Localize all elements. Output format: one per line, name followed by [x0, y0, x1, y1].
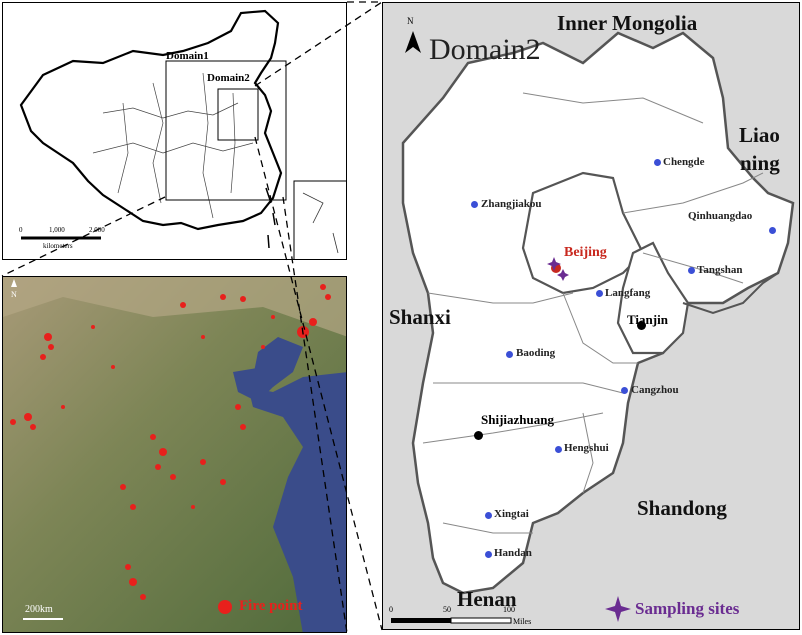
satellite-image	[3, 277, 346, 632]
domain1-label: Domain1	[166, 50, 209, 62]
domain2-map: N Domain2 Inner Mongolia Liao ning Shanx…	[382, 2, 800, 630]
qinhuangdao-dot	[769, 227, 776, 234]
fire-point-map: N 200km Fire point	[2, 276, 347, 633]
fire-scale-label: 200km	[25, 604, 53, 615]
region-liaoning-1: Liao	[739, 123, 780, 147]
tangshan-dot	[688, 267, 695, 274]
china-overview-map: Domain1 Domain2 0 1,000 2,000 kilometers	[2, 2, 347, 260]
city-cangzhou: Cangzhou	[631, 384, 679, 396]
langfang-dot	[596, 290, 603, 297]
fire-point-legend-label: Fire point	[239, 598, 303, 614]
zhangjiakou-dot	[471, 201, 478, 208]
city-hengshui: Hengshui	[564, 442, 609, 454]
tianjin-dot	[637, 321, 646, 330]
city-qinhuangdao: Qinhuangdao	[688, 210, 753, 222]
region-inner-mongolia: Inner Mongolia	[557, 11, 698, 35]
city-tianjin: Tianjin	[627, 312, 668, 327]
cangzhou-dot	[621, 387, 628, 394]
china-scale-unit: kilometers	[43, 242, 73, 250]
city-baoding: Baoding	[516, 347, 556, 359]
china-scale-tick-0: 0	[19, 226, 23, 234]
sampling-sites-legend-label: Sampling sites	[635, 599, 740, 618]
city-xingtai: Xingtai	[494, 508, 529, 520]
d2-scale-tick-50: 50	[443, 605, 451, 614]
city-beijing: Beijing	[564, 245, 607, 260]
domain2-north-label: N	[407, 16, 414, 26]
shijiazhuang-dot	[474, 431, 483, 440]
region-shandong: Shandong	[637, 496, 727, 520]
d2-scale-tick-100: 100	[503, 605, 515, 614]
city-shijiazhuang: Shijiazhuang	[481, 412, 554, 427]
region-henan: Henan	[457, 587, 517, 611]
domain2-title: Domain2	[429, 33, 541, 66]
china-scale-tick-2000: 2,000	[89, 226, 105, 234]
d2-scale-tick-0: 0	[389, 605, 393, 614]
city-handan: Handan	[494, 547, 532, 559]
domain2-geography	[391, 31, 795, 624]
xingtai-dot	[485, 512, 492, 519]
baoding-dot	[506, 351, 513, 358]
city-langfang: Langfang	[605, 287, 651, 299]
hengshui-dot	[555, 446, 562, 453]
chengde-dot	[654, 159, 661, 166]
city-chengde: Chengde	[663, 156, 705, 168]
d2-scale-unit: Miles	[513, 617, 532, 626]
handan-dot	[485, 551, 492, 558]
region-shanxi: Shanxi	[389, 305, 451, 329]
domain2-label-small: Domain2	[207, 72, 250, 84]
china-scale-tick-1000: 1,000	[49, 226, 65, 234]
city-tangshan: Tangshan	[697, 264, 743, 276]
region-liaoning-2: ning	[740, 151, 780, 175]
fire-north-label: N	[11, 290, 17, 299]
city-zhangjiakou: Zhangjiakou	[481, 198, 542, 210]
china-outline	[19, 9, 346, 259]
